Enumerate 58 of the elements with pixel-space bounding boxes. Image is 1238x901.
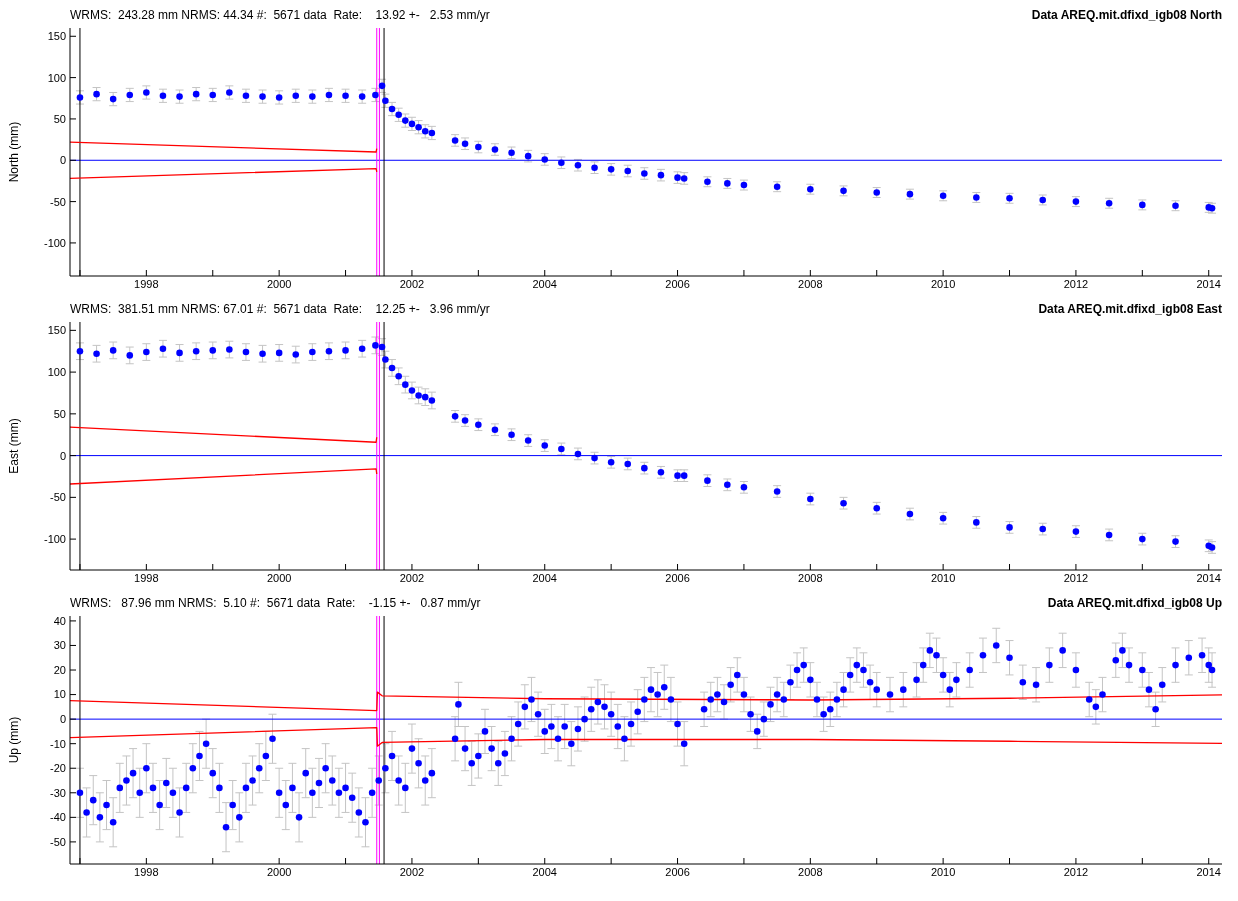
chart-subtitle: WRMS: 381.51 mm NRMS: 67.01 #: 5671 data Rate: 12.25 +- 3.96 mm/yr (70, 302, 490, 317)
y-tick-label: 40 (53, 614, 66, 627)
y-tick-label: -100 (43, 533, 66, 546)
x-tick-label: 2006 (665, 571, 690, 584)
y-tick-label: 0 (59, 449, 66, 462)
x-tick-label: 2004 (532, 865, 557, 878)
x-tick-label: 1998 (134, 277, 159, 290)
x-tick-label: 2008 (798, 865, 823, 878)
x-tick-label: 2004 (532, 277, 557, 290)
y-tick-label: -50 (50, 835, 66, 848)
x-tick-label: 2006 (665, 865, 690, 878)
x-tick-label: 1998 (134, 571, 159, 584)
x-tick-label: 2002 (399, 865, 425, 878)
x-tick-label: 2014 (1196, 571, 1221, 584)
y-tick-label: 100 (47, 71, 66, 84)
y-tick-label: 30 (53, 639, 66, 652)
y-tick-label: 10 (53, 688, 66, 701)
y-tick-label: -50 (50, 195, 66, 208)
x-tick-label: 2000 (266, 865, 292, 878)
x-tick-label: 2014 (1196, 277, 1221, 290)
x-tick-label: 2002 (399, 277, 425, 290)
y-tick-label: -100 (43, 236, 66, 249)
x-tick-label: 2008 (798, 277, 823, 290)
x-tick-label: 1998 (134, 865, 159, 878)
x-tick-label: 2008 (798, 571, 823, 584)
chart-title: Data AREQ.mit.dfixd_igb08 East (1038, 302, 1222, 317)
y-tick-label: 0 (59, 713, 66, 726)
y-tick-label: -20 (50, 762, 66, 775)
y-tick-label: 50 (53, 407, 66, 420)
x-tick-label: 2000 (266, 277, 292, 290)
y-tick-label: 20 (53, 663, 66, 676)
x-tick-label: 2010 (930, 865, 956, 878)
y-tick-label: -10 (50, 737, 66, 750)
x-tick-label: 2012 (1063, 571, 1089, 584)
x-tick-label: 2006 (665, 277, 690, 290)
y-tick-label: -30 (50, 786, 66, 799)
x-tick-label: 2002 (399, 571, 425, 584)
y-tick-label: 100 (47, 366, 66, 379)
y-axis-title: East (mm) (7, 418, 22, 474)
x-tick-label: 2004 (532, 571, 557, 584)
chart-title: Data AREQ.mit.dfixd_igb08 Up (1047, 596, 1222, 611)
chart-title: Data AREQ.mit.dfixd_igb08 North (1031, 8, 1222, 23)
y-tick-label: 0 (59, 154, 66, 167)
y-axis-title: North (mm) (7, 121, 22, 183)
chart-subtitle: WRMS: 243.28 mm NRMS: 44.34 #: 5671 data Rate: 13.92 +- 2.53 mm/yr (70, 8, 490, 23)
x-tick-label: 2014 (1196, 865, 1221, 878)
y-tick-label: 50 (53, 112, 66, 125)
y-tick-label: 150 (47, 324, 66, 337)
x-tick-label: 2000 (266, 571, 292, 584)
x-tick-label: 2012 (1063, 277, 1089, 290)
x-tick-label: 2010 (930, 571, 956, 584)
y-tick-label: -40 (50, 811, 66, 824)
x-tick-label: 2010 (930, 277, 956, 290)
y-tick-label: 150 (47, 30, 66, 43)
x-tick-label: 2012 (1063, 865, 1089, 878)
y-tick-label: -50 (50, 491, 66, 504)
y-axis-title: Up (mm) (7, 716, 22, 764)
chart-subtitle: WRMS: 87.96 mm NRMS: 5.10 #: 5671 data Rate: -1.15 +- 0.87 mm/yr (70, 596, 481, 611)
